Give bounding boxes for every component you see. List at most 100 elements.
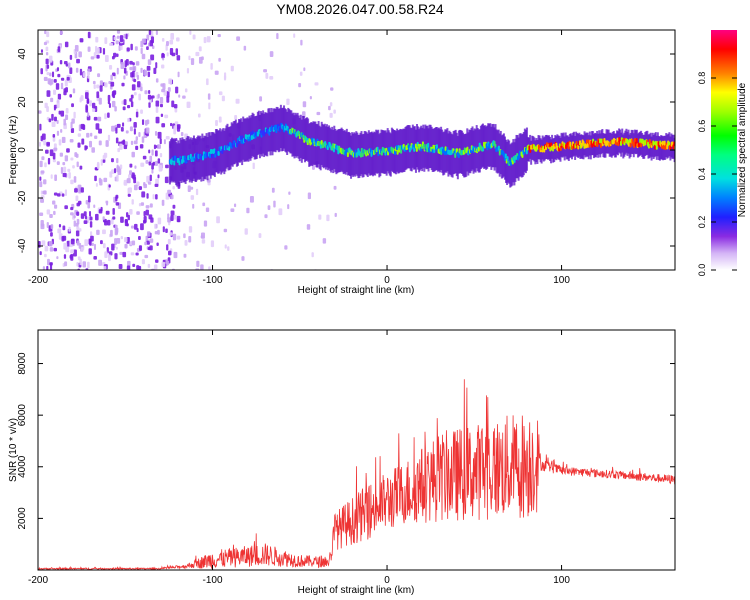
spectrogram-noise: [39, 160, 43, 168]
spectrogram-noise: [90, 132, 93, 137]
spectrogram-noise: [57, 228, 62, 234]
spectrogram-x-tick-label: 0: [384, 275, 390, 286]
spectrogram-track-halo: [657, 136, 660, 161]
colorbar-label: Normalized spectral amplitude: [737, 82, 748, 217]
spectrogram-noise: [114, 253, 118, 260]
spectrogram-noise: [45, 149, 49, 154]
spectrogram-noise: [333, 185, 337, 190]
spectrogram-noise: [173, 125, 178, 131]
spectrogram-noise: [134, 46, 138, 51]
colorbar-gradient: [711, 30, 737, 270]
spectrogram-noise: [173, 251, 178, 259]
spectrogram-track-halo: [376, 130, 379, 174]
spectrogram-noise: [56, 130, 60, 136]
spectrogram-track-halo: [176, 143, 179, 187]
spectrogram-noise: [161, 199, 165, 206]
spectrogram-noise: [186, 67, 190, 74]
spectrogram-noise: [233, 203, 237, 208]
spectrogram-noise: [95, 123, 100, 130]
spectrogram-track-core: [506, 156, 509, 162]
spectrogram-noise: [60, 110, 65, 117]
spectrogram-noise: [166, 260, 170, 266]
spectrogram-noise: [43, 76, 48, 82]
spectrogram-noise: [176, 124, 181, 130]
spectrogram-noise: [70, 207, 74, 211]
spectrogram-noise: [111, 125, 115, 132]
spectrogram-noise: [95, 48, 100, 52]
spectrogram-noise: [123, 179, 128, 186]
spectrogram-track-halo: [223, 130, 226, 175]
spectrogram-noise: [192, 203, 195, 209]
spectrogram-noise: [76, 240, 80, 246]
spectrogram-noise: [202, 202, 206, 207]
spectrogram-noise: [70, 157, 74, 161]
snr-y-axis: 2000 4000 6000 8000: [17, 352, 675, 530]
spectrogram-noise: [148, 161, 152, 166]
spectrogram-noise: [112, 216, 116, 220]
spectrogram-noise: [69, 54, 73, 60]
spectrogram-noise: [94, 175, 97, 182]
spectrogram-noise: [75, 230, 80, 237]
spectrogram-track-halo: [388, 132, 391, 176]
spectrogram-track-core: [359, 152, 362, 158]
spectrogram-track-halo: [175, 141, 178, 186]
spectrogram-track-core: [638, 142, 641, 148]
spectrogram-noise: [53, 247, 57, 252]
spectrogram-noise: [119, 164, 123, 170]
spectrogram-noise: [69, 94, 72, 98]
spectrogram-track-halo: [652, 134, 655, 159]
spectrogram-noise: [128, 174, 131, 179]
spectrogram-noise: [102, 216, 105, 221]
spectrogram-noise: [129, 170, 133, 175]
spectrogram-noise: [265, 72, 269, 79]
spectrogram-track-halo: [583, 131, 586, 156]
spectrogram-noise: [95, 36, 99, 43]
spectrogram-noise: [119, 35, 124, 42]
spectrogram-noise: [269, 51, 274, 57]
spectrogram-noise: [205, 207, 210, 213]
spectrogram-noise: [192, 34, 196, 40]
spectrogram-noise: [153, 144, 157, 150]
spectrogram-noise: [61, 235, 65, 242]
spectrogram-noise: [125, 130, 129, 134]
spectrogram-noise: [146, 231, 151, 237]
spectrogram-track-core: [211, 153, 214, 159]
spectrogram-noise: [98, 259, 103, 266]
spectrogram-noise: [58, 110, 61, 115]
spectrogram-noise: [61, 193, 65, 197]
spectrogram-noise: [144, 241, 147, 246]
spectrogram-noise: [170, 32, 175, 40]
spectrogram-noise: [218, 91, 223, 96]
spectrogram-noise: [93, 84, 96, 90]
spectrogram-noise: [97, 116, 102, 122]
spectrogram-noise: [203, 220, 208, 227]
spectrogram-noise: [157, 174, 160, 179]
spectrogram-track-core: [629, 142, 632, 148]
spectrogram-noise: [276, 32, 279, 40]
spectrogram-noise: [53, 143, 57, 149]
spectrogram-noise: [42, 133, 46, 140]
spectrogram-noise: [56, 256, 59, 260]
spectrogram-track-halo: [402, 128, 405, 172]
spectrogram-noise: [112, 94, 116, 99]
spectrogram-noise: [140, 223, 144, 231]
spectrogram-track-halo: [658, 136, 661, 161]
spectrogram-track-halo: [465, 133, 468, 177]
spectrogram-track-halo: [553, 138, 556, 163]
spectrogram-noise: [230, 65, 234, 72]
spectrogram-noise: [56, 119, 59, 124]
spectrogram-noise: [153, 264, 158, 270]
spectrogram-noise: [182, 95, 186, 99]
spectrogram-track-halo: [329, 127, 332, 171]
spectrogram-noise: [230, 208, 235, 212]
spectrogram-track-core: [482, 146, 485, 152]
spectrogram-noise: [135, 136, 138, 141]
spectrogram-track-halo: [622, 134, 625, 159]
spectrogram-noise: [103, 152, 108, 158]
spectrogram-track-core: [654, 140, 657, 146]
spectrogram-noise: [56, 102, 60, 108]
spectrogram-noise: [76, 58, 80, 64]
spectrogram-noise: [122, 251, 127, 258]
spectrogram-noise: [151, 268, 155, 270]
spectrogram-noise: [141, 136, 145, 143]
